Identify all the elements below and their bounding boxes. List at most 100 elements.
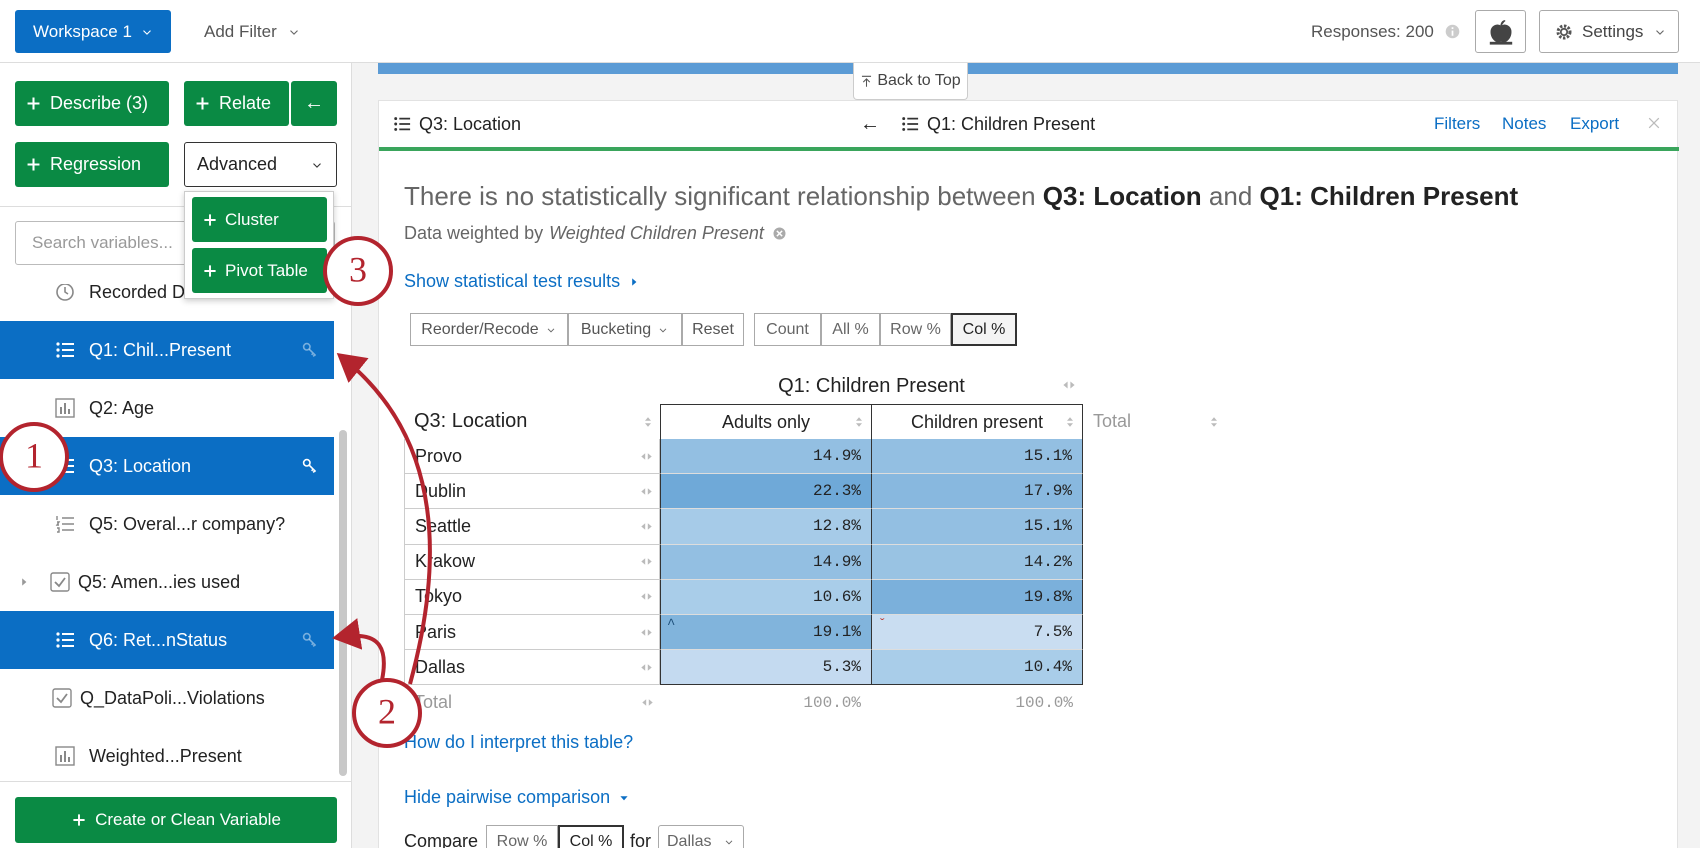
back-button[interactable]: ← [291, 81, 337, 126]
column-header: Children present [871, 404, 1083, 439]
interpret-link[interactable]: How do I interpret this table? [404, 732, 634, 752]
headline-variable: Q1: Children Present [1259, 181, 1519, 211]
variable-row[interactable]: Recorded D [0, 284, 334, 321]
plus-icon [204, 264, 216, 277]
compare-target-dropdown[interactable]: Dallas [658, 825, 744, 848]
sort-icon [1067, 417, 1073, 427]
mode-button-selected[interactable]: Col % [951, 313, 1017, 346]
lr-icon [642, 699, 653, 707]
variable-label: Q5: Amen...ies used [78, 571, 241, 592]
caret-icon [632, 277, 637, 286]
describe-button[interactable]: Describe (3) [15, 81, 169, 126]
variable-label: Recorded D [89, 284, 186, 302]
data-cell: 15.1% [871, 439, 1083, 475]
bars-icon [55, 398, 75, 418]
plus-icon [27, 97, 40, 110]
settings-button[interactable]: Settings [1539, 10, 1679, 53]
chev-icon [1656, 29, 1665, 35]
variable-row[interactable]: Weighted...Present [0, 727, 334, 780]
chev-icon [547, 327, 555, 332]
relate-button-label: Relate [219, 93, 272, 113]
plus-icon [204, 213, 216, 226]
relate-button[interactable]: Relate [184, 81, 289, 126]
add-filter[interactable]: Add Filter [204, 10, 301, 53]
check-icon [52, 688, 72, 708]
cell-value: 17.9% [1023, 482, 1072, 501]
pairwise-label: Hide pairwise comparison [404, 787, 611, 807]
advanced-menu: Cluster Pivot Table [184, 191, 334, 299]
column-header-label: Children present [910, 411, 1044, 432]
data-cell: 14.9% [660, 544, 871, 580]
significance-marker: ˇ [878, 617, 887, 633]
check-icon [50, 572, 70, 592]
variable-row-selected[interactable]: Q6: Ret...nStatus [0, 611, 334, 669]
pairwise-toggle[interactable]: Hide pairwise comparison [404, 787, 630, 808]
lr-icon [641, 593, 652, 601]
control-label: Bucketing [580, 320, 652, 338]
create-variable-button[interactable]: Create or Clean Variable [15, 797, 337, 843]
compare-mode-selected[interactable]: Col % [558, 825, 624, 848]
list-icon [56, 458, 74, 474]
row-label: Krakow [404, 544, 660, 580]
variable-row-selected[interactable]: Q1: Chil...Present [0, 321, 334, 379]
row-label-text: Total [414, 692, 453, 713]
swap-arrow[interactable]: ← [860, 113, 880, 135]
list-icon [902, 117, 919, 131]
data-cell: 14.9% [660, 439, 871, 475]
menu-item-button[interactable]: Pivot Table [192, 248, 327, 293]
variable-row[interactable]: Q_DataPoli...Violations [0, 669, 334, 727]
regression-button[interactable]: Regression [15, 142, 169, 187]
variable-row[interactable]: Q5: Overal...r company? [0, 495, 334, 553]
workspace-button[interactable]: Workspace 1 [15, 10, 171, 53]
control-label: Reorder/Recode [421, 320, 539, 338]
mode-button[interactable]: All % [821, 313, 880, 346]
show-tests-link[interactable]: Show statistical test results [404, 271, 640, 292]
list-icon [56, 342, 74, 358]
create-variable-label: Create or Clean Variable [95, 810, 281, 829]
sort-icon [1211, 416, 1217, 427]
variable-row-selected[interactable]: Q3: Location [0, 437, 334, 495]
menu-item-label: Cluster [225, 209, 279, 229]
table-control-button[interactable]: Reorder/Recode [410, 313, 568, 346]
variable-row[interactable]: Q5: Amen...ies used [0, 553, 334, 611]
advanced-dropdown[interactable]: Advanced [184, 142, 337, 187]
variable-row[interactable]: Q2: Age [0, 379, 334, 437]
menu-item-button[interactable]: Cluster [192, 197, 327, 242]
close-button[interactable] [1646, 115, 1664, 133]
main-panel: Q3: Location ← Q1: Children Present Filters… [353, 63, 1700, 848]
close-icon [1648, 117, 1660, 129]
header-link[interactable]: Notes [1502, 114, 1547, 133]
row-header-label: Q3: Location [414, 410, 528, 432]
table-control-button[interactable]: Bucketing [568, 313, 682, 346]
bars-icon [55, 746, 75, 766]
compare-mode[interactable]: Row % [486, 825, 558, 848]
headline-text: There is no statistically significant re… [404, 181, 1036, 211]
column-header-label: Adults only [721, 411, 811, 432]
chev-icon [313, 162, 321, 168]
list-icon [56, 632, 74, 648]
cell-value: 7.5% [1033, 623, 1072, 642]
key-icon [302, 632, 317, 647]
responses: Responses: 200 [1311, 10, 1461, 53]
data-cell: ˇ 7.5% [871, 615, 1083, 651]
data-cell: 14.2% [871, 544, 1083, 580]
back-to-top-tab[interactable]: Back to Top [853, 63, 968, 100]
cell-value: 14.9% [812, 552, 861, 571]
header-link[interactable]: Export [1570, 114, 1620, 133]
list-icon [394, 117, 411, 131]
lr-icon [641, 523, 652, 530]
apple-icon [1489, 19, 1512, 45]
cell-value: 100.0% [1015, 693, 1073, 712]
row-label: Tokyo [404, 579, 660, 615]
row-label-text: Paris [415, 621, 457, 642]
cell-value: 14.2% [1023, 552, 1072, 571]
header-link[interactable]: Filters [1434, 114, 1481, 133]
cell-value: 100.0% [803, 693, 861, 712]
mode-button[interactable]: Row % [880, 313, 951, 346]
key-icon [302, 458, 317, 473]
headline-text: and [1208, 181, 1253, 211]
mode-button[interactable]: Count [754, 313, 821, 346]
apple-button[interactable] [1475, 10, 1526, 53]
table-control-button[interactable]: Reset [682, 313, 744, 346]
cell-value: 5.3% [822, 658, 861, 677]
